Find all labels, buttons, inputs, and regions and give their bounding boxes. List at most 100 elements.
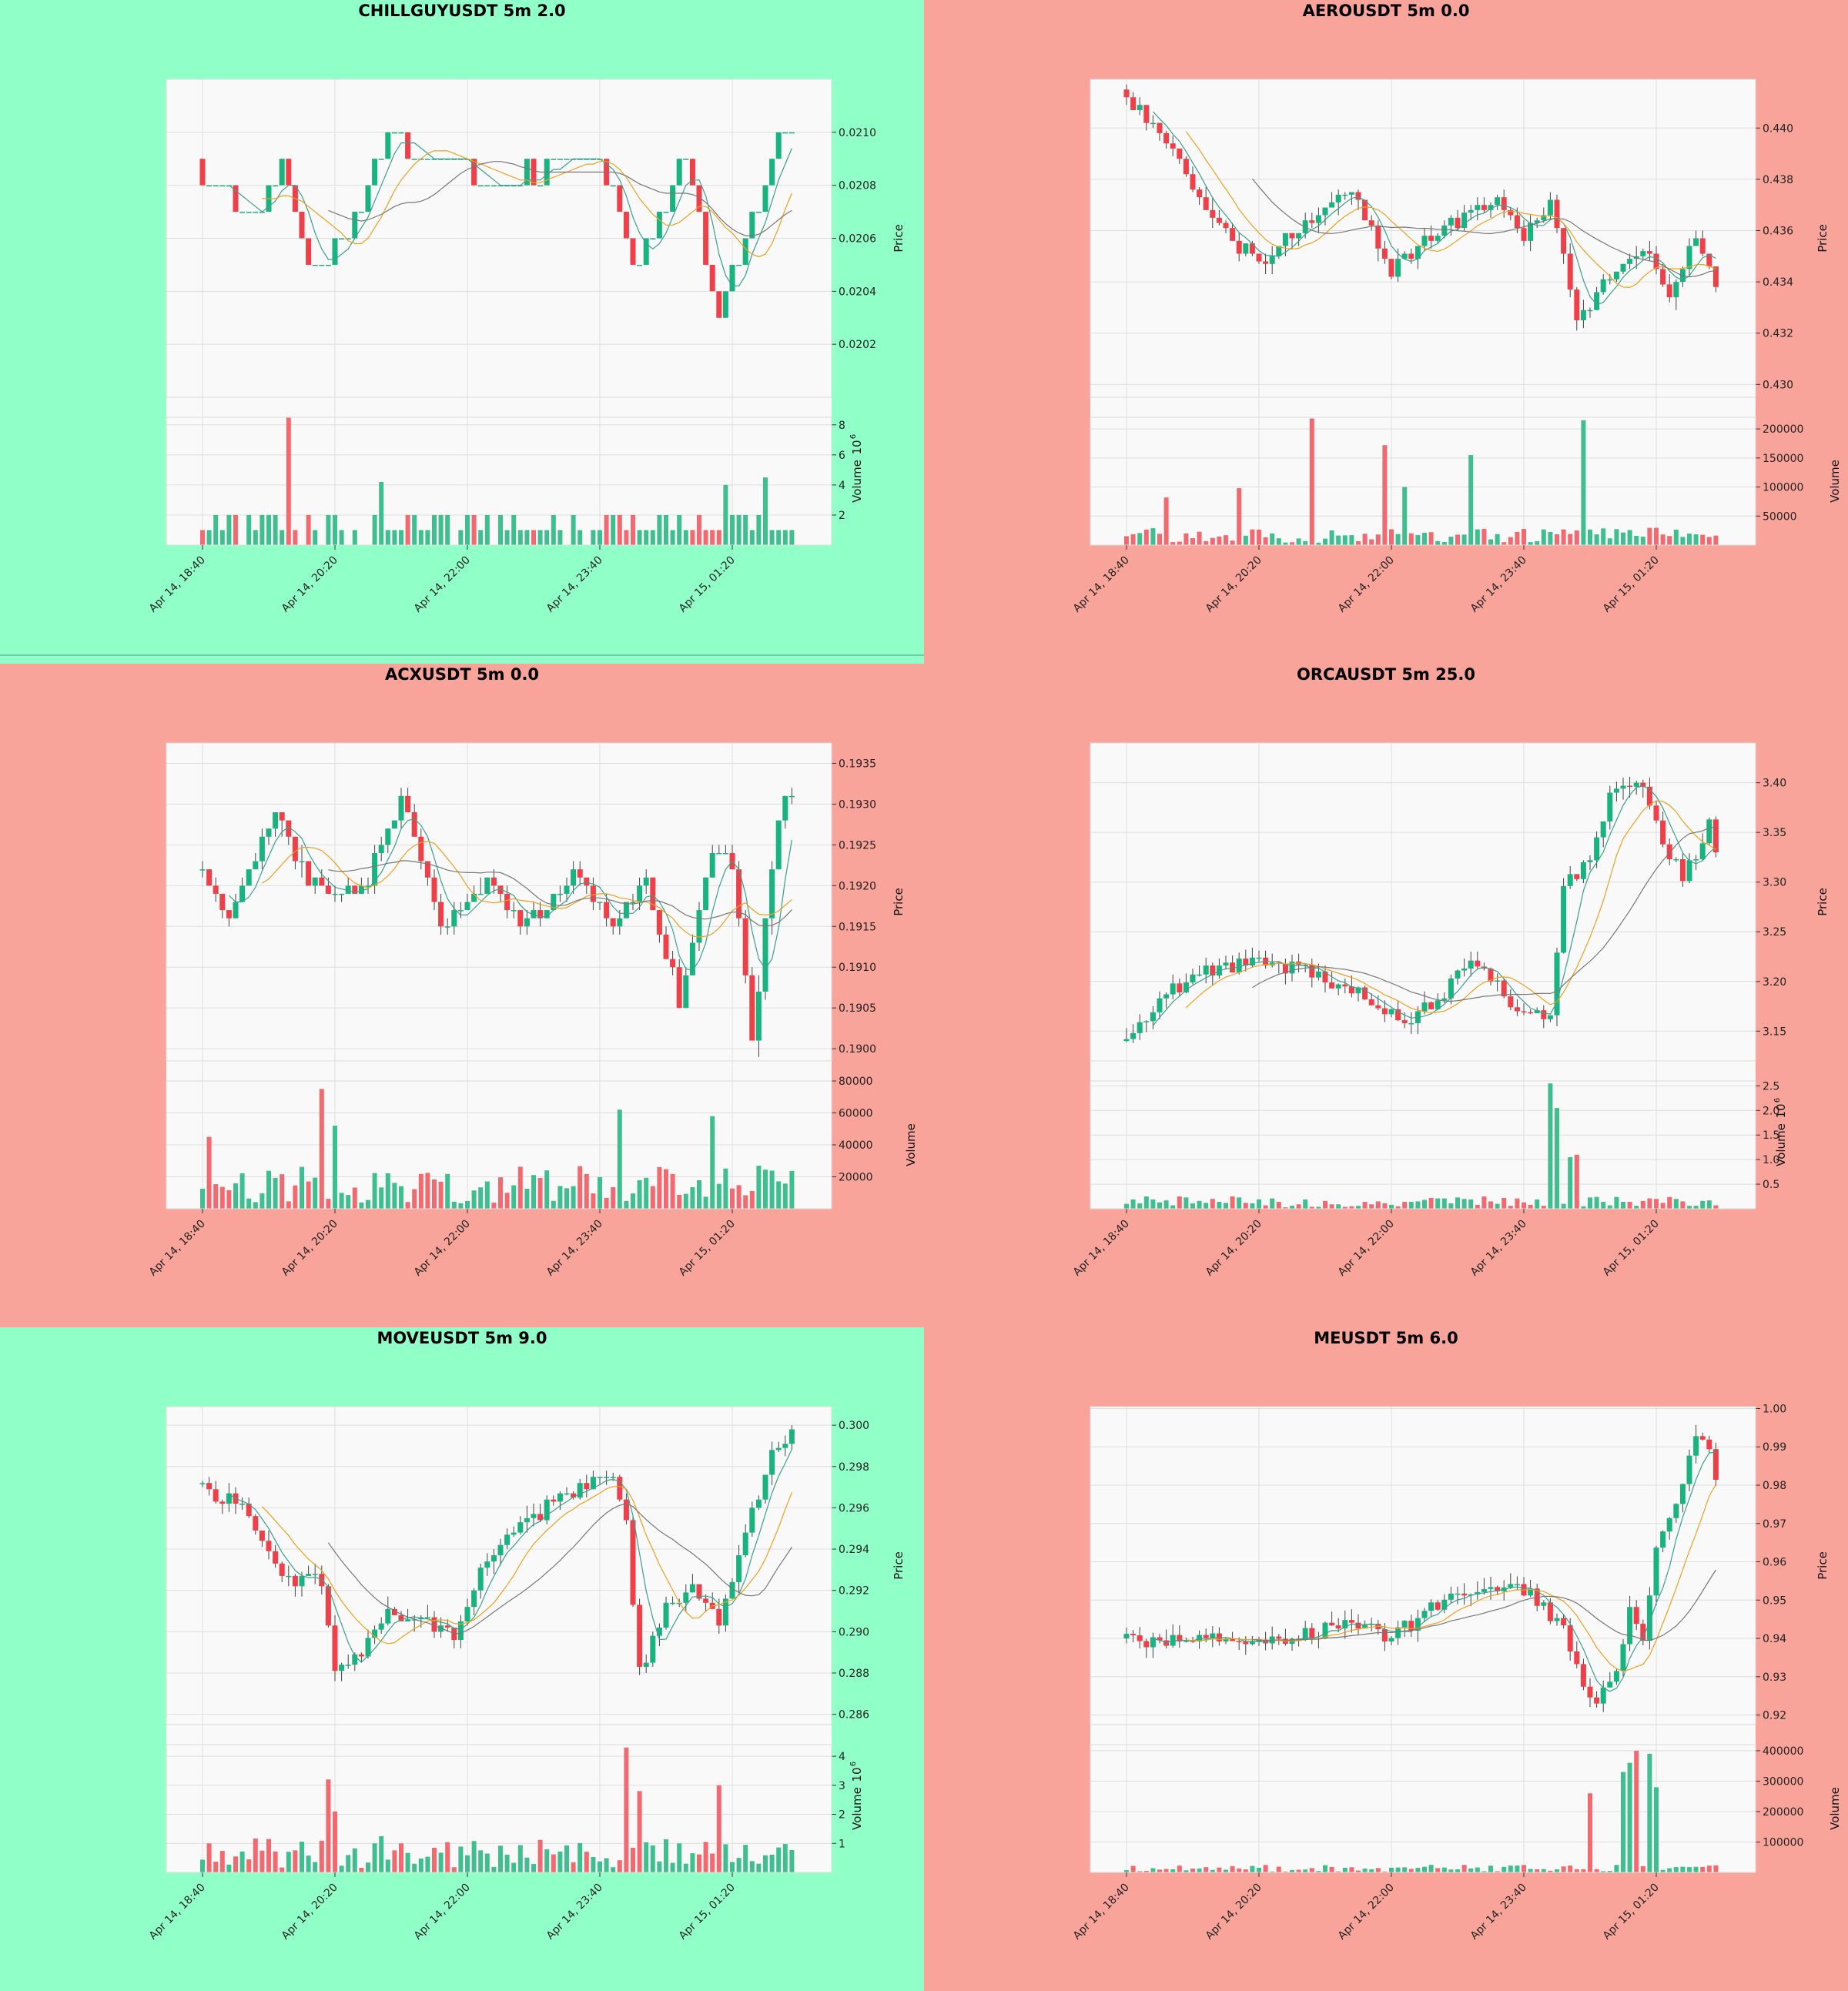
candle-body [551, 1499, 557, 1502]
volume-bar [1177, 541, 1182, 545]
candle-body [1706, 253, 1712, 267]
volume-tick-label: 300000 [1763, 1775, 1803, 1788]
volume-tick-label: 400000 [1763, 1745, 1803, 1758]
candle-body [617, 185, 623, 212]
volume-bar [1283, 1207, 1288, 1209]
candle-body [1130, 1634, 1137, 1636]
candle-body [1223, 223, 1229, 229]
price-tick-label: 0.98 [1763, 1480, 1786, 1492]
candle-body [1256, 957, 1262, 959]
price-tick-label: 0.95 [1763, 1594, 1786, 1607]
candle-body [1693, 1436, 1699, 1456]
candle-body [226, 910, 232, 919]
price-pane-frame [1090, 742, 1756, 1062]
price-axis-label: Price [1816, 1551, 1830, 1580]
candle-body [1223, 1639, 1229, 1642]
volume-bar [280, 530, 285, 545]
price-tick-label: 0.1905 [839, 1002, 876, 1015]
volume-bar [1640, 1200, 1645, 1209]
price-tick-label: 0.290 [839, 1626, 869, 1638]
volume-bar [1177, 1866, 1182, 1872]
volume-bar [465, 1200, 470, 1209]
volume-bar [1197, 1868, 1202, 1872]
candle-body [1335, 1625, 1341, 1629]
candle-body [299, 1575, 305, 1587]
x-tick-label: Apr 14, 23:40 [544, 554, 605, 615]
volume-bar [1687, 534, 1692, 545]
chart-title: ORCAUSDT 5m 25.0 [1297, 665, 1475, 684]
ma-5-line [1152, 111, 1716, 306]
candle-body [1567, 874, 1573, 886]
volume-bar [1369, 1869, 1374, 1872]
candle-body [1368, 220, 1374, 226]
volume-bar [1382, 445, 1388, 545]
volume-bar [631, 1847, 635, 1872]
volume-bar [1237, 488, 1242, 545]
volume-bar [1369, 539, 1374, 545]
candle-body [1547, 199, 1553, 216]
volume-bar [657, 1861, 662, 1872]
candle-body [1640, 782, 1646, 787]
x-tick-label: Apr 14, 22:00 [1336, 1882, 1397, 1942]
x-tick-label: Apr 14, 22:00 [1336, 554, 1397, 615]
candle-body [1587, 1686, 1593, 1698]
candle-body [213, 1489, 219, 1502]
volume-bar [1495, 1203, 1500, 1209]
candle-body [1561, 228, 1567, 254]
candle-body [703, 877, 709, 911]
volume-bar [1448, 537, 1454, 545]
ma-5-line [229, 142, 792, 286]
volume-bar [1680, 537, 1686, 545]
candle-body [1395, 259, 1401, 277]
candle-body [1401, 253, 1408, 259]
candle-body [683, 159, 689, 160]
volume-bar [1594, 1196, 1599, 1209]
volume-bar [253, 1202, 258, 1209]
candle-body [431, 159, 437, 160]
volume-bar [716, 530, 721, 545]
volume-bar [677, 1194, 682, 1209]
volume-bar [1224, 535, 1228, 545]
candle-body [1613, 788, 1619, 793]
candle-body [471, 893, 477, 902]
volume-bar [1250, 529, 1255, 545]
candle-body [696, 910, 702, 943]
volume-bar [1693, 1866, 1699, 1872]
volume-bar [1435, 540, 1441, 545]
volume-bar [1541, 529, 1546, 545]
candle-body [490, 877, 497, 886]
price-tick-label: 0.99 [1763, 1441, 1786, 1454]
volume-bar [1356, 1870, 1361, 1872]
volume-bar [213, 514, 219, 545]
volume-bar [1700, 534, 1706, 545]
price-tick-label: 1.00 [1763, 1403, 1786, 1415]
volume-bar [246, 514, 252, 545]
volume-bar [273, 514, 278, 545]
candle-body [670, 185, 676, 212]
candle-body [1607, 792, 1613, 821]
volume-bar [1243, 535, 1248, 545]
ma-20-line [328, 860, 792, 927]
candle-body [1230, 962, 1236, 973]
volume-bar [624, 530, 629, 545]
candle-body [696, 1584, 702, 1599]
volume-bar [451, 1867, 457, 1872]
volume-bar [511, 514, 517, 545]
candle-body [490, 1555, 497, 1562]
volume-bar [372, 514, 377, 545]
price-pane-frame [1090, 1406, 1756, 1725]
volume-bar [1522, 529, 1526, 545]
candle-body [1554, 1618, 1560, 1621]
candle-body [769, 869, 775, 919]
candle-body [1342, 984, 1348, 987]
volume-bar [1634, 535, 1639, 545]
candle-body [431, 877, 437, 902]
volume-bar [1541, 1869, 1546, 1872]
candle-body [345, 885, 351, 894]
volume-bar [200, 1859, 205, 1872]
volume-bar [465, 514, 470, 545]
volume-bar [432, 514, 437, 545]
volume-multiplier-label: 106 [849, 434, 864, 455]
volume-bar [1508, 1206, 1513, 1209]
candle-body [1388, 1009, 1394, 1015]
